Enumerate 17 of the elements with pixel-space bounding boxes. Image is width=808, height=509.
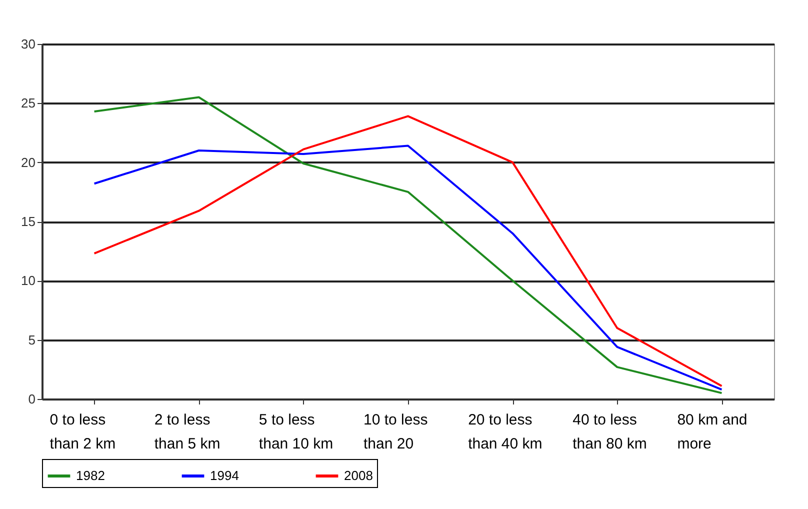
x-tick-label: 0 to less than 2 km: [50, 412, 116, 452]
y-tick-label: 30: [21, 36, 36, 52]
y-tick-label: 15: [21, 214, 36, 229]
x-tick-label: 20 to less than 40 km: [468, 412, 542, 452]
legend-label: 2008: [344, 468, 373, 483]
x-tick-label: 5 to less than 10 km: [258, 412, 334, 452]
x-tick-label: 40 to less than 80 km: [572, 412, 647, 452]
y-tick-label: 20: [21, 154, 36, 170]
legend-label: 1994: [210, 468, 239, 483]
y-tick-label: 10: [21, 273, 36, 288]
y-tick-label: 0: [28, 392, 36, 406]
y-tick-label: 25: [21, 96, 36, 111]
x-tick-label: 80 km and more: [677, 412, 748, 452]
x-tick-label: 10 to less than 20: [364, 412, 428, 452]
x-tick-label: 2 to less than 5 km: [154, 412, 220, 452]
y-tick-label: 5: [28, 332, 36, 348]
legend-label: 1982: [76, 468, 105, 483]
